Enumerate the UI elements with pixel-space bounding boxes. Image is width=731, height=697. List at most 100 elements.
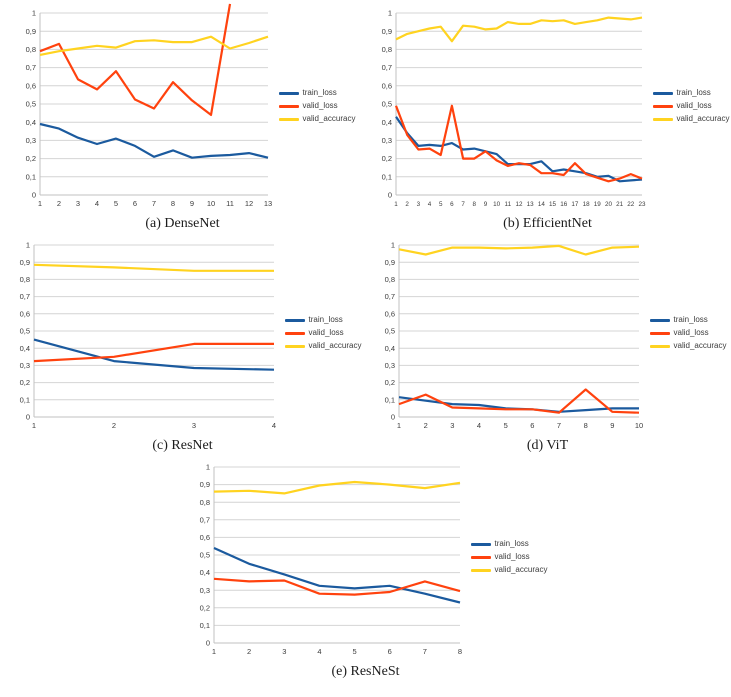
svg-text:0,9: 0,9 bbox=[19, 258, 29, 267]
svg-text:15: 15 bbox=[549, 201, 557, 208]
svg-text:2: 2 bbox=[247, 647, 251, 656]
svg-text:1: 1 bbox=[390, 241, 394, 250]
svg-text:0,3: 0,3 bbox=[381, 136, 391, 145]
svg-text:0,8: 0,8 bbox=[25, 45, 35, 54]
svg-text:10: 10 bbox=[493, 201, 501, 208]
svg-text:7: 7 bbox=[151, 199, 155, 208]
svg-text:19: 19 bbox=[593, 201, 601, 208]
svg-text:0,8: 0,8 bbox=[384, 275, 394, 284]
svg-text:0,7: 0,7 bbox=[19, 292, 29, 301]
figure-row-3: 0 0,1 0,2 0,3 0,4 0,5 0,6 0,7 0,8 0,9 1 1 2 3 4 5 6 7 8 tr… bbox=[0, 454, 731, 680]
svg-text:0,6: 0,6 bbox=[19, 309, 29, 318]
svg-text:8: 8 bbox=[472, 201, 476, 208]
svg-text:1: 1 bbox=[396, 421, 400, 430]
figure-densenet: 0 0,1 0,2 0,3 0,4 0,5 0,6 0,7 0,8 0,9 1 1 2 3 4 5 6 7 8 9 10… bbox=[0, 0, 365, 232]
legend-swatch-train_loss bbox=[652, 91, 673, 95]
svg-text:0,2: 0,2 bbox=[384, 378, 394, 387]
legend-label-valid_loss: valid_loss bbox=[302, 101, 338, 110]
svg-text:23: 23 bbox=[638, 201, 646, 208]
legend-item-valid_loss: valid_loss bbox=[278, 101, 356, 110]
svg-text:1: 1 bbox=[394, 201, 398, 208]
figure-row-1: 0 0,1 0,2 0,3 0,4 0,5 0,6 0,7 0,8 0,9 1 1 2 3 4 5 6 7 8 9 10… bbox=[0, 0, 731, 232]
chart-legend: train_loss valid_loss valid_accuracy bbox=[470, 539, 547, 574]
svg-text:4: 4 bbox=[427, 201, 431, 208]
legend-swatch-train_loss bbox=[649, 318, 670, 322]
svg-text:4: 4 bbox=[271, 421, 275, 430]
svg-text:4: 4 bbox=[317, 647, 321, 656]
svg-text:6: 6 bbox=[530, 421, 534, 430]
legend-label-train_loss: train_loss bbox=[308, 315, 343, 324]
legend-swatch-valid_accuracy bbox=[652, 117, 673, 121]
legend-label-valid_loss: valid_loss bbox=[673, 328, 709, 337]
svg-text:0,9: 0,9 bbox=[384, 258, 394, 267]
svg-text:8: 8 bbox=[457, 647, 461, 656]
svg-text:1: 1 bbox=[31, 421, 35, 430]
legend-item-valid_accuracy: valid_accuracy bbox=[649, 342, 726, 350]
svg-text:21: 21 bbox=[616, 201, 624, 208]
svg-text:0,4: 0,4 bbox=[381, 118, 391, 127]
svg-text:0: 0 bbox=[205, 639, 209, 648]
svg-text:0,5: 0,5 bbox=[199, 551, 209, 560]
svg-text:5: 5 bbox=[503, 421, 507, 430]
svg-text:3: 3 bbox=[75, 199, 79, 208]
chart-row: 0 0,1 0,2 0,3 0,4 0,5 0,6 0,7 0,8 0,9 1 1 2 3 4 train_… bbox=[4, 232, 362, 434]
svg-text:0,4: 0,4 bbox=[25, 118, 35, 127]
figure-row-2: 0 0,1 0,2 0,3 0,4 0,5 0,6 0,7 0,8 0,9 1 1 2 3 4 train_… bbox=[0, 232, 731, 454]
svg-text:0,7: 0,7 bbox=[25, 63, 35, 72]
figure-efficientnet: 0 0,1 0,2 0,3 0,4 0,5 0,6 0,7 0,8 0,9 1 1 2 3 4 5 6 7 8 9 10… bbox=[365, 0, 730, 232]
svg-text:1: 1 bbox=[31, 9, 35, 18]
svg-text:0: 0 bbox=[387, 191, 391, 200]
svg-text:3: 3 bbox=[450, 421, 454, 430]
legend-label-valid_loss: valid_loss bbox=[494, 552, 530, 561]
svg-text:0,4: 0,4 bbox=[19, 344, 29, 353]
legend-label-valid_accuracy: valid_accuracy bbox=[676, 114, 730, 123]
svg-text:0,3: 0,3 bbox=[199, 586, 209, 595]
legend-item-valid_loss: valid_loss bbox=[652, 101, 730, 110]
chart-legend: train_loss valid_loss valid_accuracy bbox=[652, 89, 730, 123]
svg-text:0,2: 0,2 bbox=[199, 603, 209, 612]
svg-text:0,2: 0,2 bbox=[381, 154, 391, 163]
legend-item-valid_loss: valid_loss bbox=[649, 328, 727, 337]
legend-item-valid_accuracy: valid_accuracy bbox=[284, 341, 362, 350]
svg-text:1: 1 bbox=[205, 463, 209, 472]
svg-text:0,2: 0,2 bbox=[19, 378, 29, 387]
svg-text:0,4: 0,4 bbox=[199, 568, 209, 577]
svg-text:14: 14 bbox=[537, 201, 545, 208]
svg-text:0,9: 0,9 bbox=[25, 27, 35, 36]
svg-text:5: 5 bbox=[439, 201, 443, 208]
svg-text:11: 11 bbox=[226, 199, 234, 208]
svg-text:2: 2 bbox=[405, 201, 409, 208]
legend-swatch-valid_loss bbox=[649, 331, 670, 335]
legend-label-valid_accuracy: valid_accuracy bbox=[302, 114, 356, 123]
svg-text:0,6: 0,6 bbox=[25, 81, 35, 90]
svg-text:3: 3 bbox=[416, 201, 420, 208]
chart-caption: (b) EfficientNet bbox=[503, 216, 592, 231]
legend-swatch-valid_loss bbox=[284, 331, 305, 335]
svg-text:0,6: 0,6 bbox=[381, 81, 391, 90]
line-chart-resnet: 0 0,1 0,2 0,3 0,4 0,5 0,6 0,7 0,8 0,9 1 1 2 3 4 bbox=[19, 241, 276, 430]
svg-text:1: 1 bbox=[211, 647, 215, 656]
chart-caption: (a) DenseNet bbox=[145, 216, 220, 231]
legend-swatch-train_loss bbox=[284, 318, 305, 322]
svg-text:5: 5 bbox=[352, 647, 356, 656]
svg-text:22: 22 bbox=[627, 201, 635, 208]
figure-resnet: 0 0,1 0,2 0,3 0,4 0,5 0,6 0,7 0,8 0,9 1 1 2 3 4 train_… bbox=[0, 232, 365, 454]
legend-swatch-train_loss bbox=[470, 542, 491, 546]
legend-label-valid_accuracy: valid_accuracy bbox=[308, 341, 362, 350]
svg-text:0,9: 0,9 bbox=[199, 480, 209, 489]
svg-text:0,9: 0,9 bbox=[381, 27, 391, 36]
line-chart-vit: 0 0,1 0,2 0,3 0,4 0,5 0,6 0,7 0,8 0,9 1 1 2 3 4 5 6 7 8 9 10 bbox=[384, 241, 643, 430]
legend-label-train_loss: train_loss bbox=[494, 539, 529, 548]
svg-text:0,7: 0,7 bbox=[384, 292, 394, 301]
svg-text:9: 9 bbox=[483, 201, 487, 208]
legend-swatch-train_loss bbox=[278, 91, 299, 95]
svg-text:5: 5 bbox=[113, 199, 117, 208]
legend-label-train_loss: train_loss bbox=[302, 88, 337, 97]
legend-label-valid_loss: valid_loss bbox=[676, 101, 712, 110]
line-chart-efficientnet: 00,10,20,30,40,50,60,70,80,911 2 3 4 5 6 7 8 9 10… bbox=[381, 9, 646, 208]
chart-legend: train_loss valid_loss valid_accuracy bbox=[278, 88, 356, 123]
svg-text:9: 9 bbox=[189, 199, 193, 208]
svg-text:7: 7 bbox=[422, 647, 426, 656]
svg-text:0,5: 0,5 bbox=[384, 327, 394, 336]
svg-text:8: 8 bbox=[170, 199, 174, 208]
